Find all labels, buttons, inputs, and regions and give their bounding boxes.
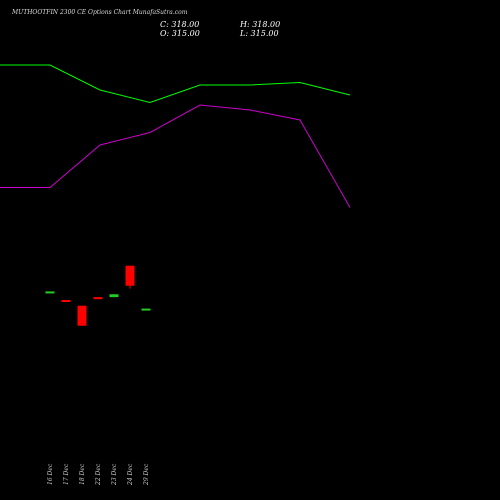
candle-body (109, 294, 119, 298)
date-tick-label: 29 Dec (143, 463, 150, 486)
close-price: C: 318.00 (160, 20, 200, 29)
date-tick-label: 18 Dec (79, 463, 86, 485)
date-tick-label: 22 Dec (95, 463, 102, 486)
date-tick-label: 24 Dec (127, 463, 134, 486)
candle-body (125, 265, 135, 286)
candle-body (45, 291, 55, 294)
series-line-0 (0, 64, 351, 104)
open-price: O: 315.00 (160, 29, 200, 38)
date-tick-label: 23 Dec (111, 463, 118, 486)
high-price: H: 318.00 (240, 20, 281, 29)
date-tick-label: 17 Dec (63, 463, 70, 485)
series-line-1 (0, 104, 351, 208)
candle-body (77, 305, 87, 326)
candle-body (93, 297, 103, 300)
date-tick-label: 16 Dec (47, 463, 54, 485)
candle-body (141, 308, 151, 311)
chart-title: MUTHOOTFIN 2300 CE Options Chart MunafaS… (12, 9, 188, 16)
candle-body (61, 300, 71, 302)
low-price: L: 315.00 (240, 29, 279, 38)
